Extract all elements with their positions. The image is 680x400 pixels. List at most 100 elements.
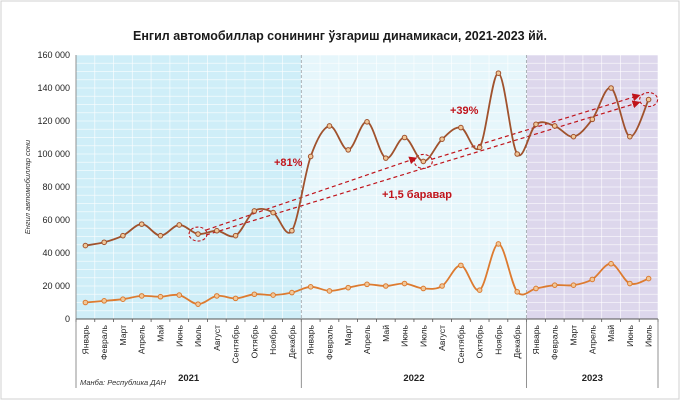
- y-tick-label: 160 000: [37, 50, 70, 60]
- data-point: [382, 155, 389, 161]
- data-point: [120, 296, 126, 303]
- x-tick-label: Январь: [531, 324, 541, 354]
- data-point: [214, 293, 220, 299]
- trend-arrow-81: [205, 156, 418, 231]
- year-label-2022: 2022: [403, 373, 424, 384]
- data-point: [439, 283, 445, 289]
- y-tick-label: 140 000: [37, 83, 70, 93]
- y-tick-label: 40 000: [42, 248, 70, 258]
- x-tick-label: Январь: [306, 324, 316, 354]
- data-point: [476, 144, 483, 151]
- data-point: [232, 232, 239, 239]
- data-point: [176, 222, 183, 228]
- data-point: [289, 227, 295, 234]
- y-tick-label: 120 000: [37, 116, 70, 126]
- data-point: [101, 239, 107, 246]
- data-point: [289, 289, 295, 296]
- trend-arrows: [188, 92, 659, 242]
- data-point: [138, 221, 145, 227]
- annotation-plus-39: +39%: [450, 105, 479, 117]
- x-tick-label: Декабрь: [287, 324, 297, 358]
- x-tick-label: Февраль: [324, 324, 334, 359]
- data-point: [627, 280, 633, 287]
- x-tick-label: Март: [343, 325, 353, 346]
- data-point: [270, 209, 276, 216]
- x-tick-label: Ноябрь: [493, 324, 503, 354]
- data-point: [401, 134, 408, 141]
- y-tick-label: 20 000: [42, 281, 70, 291]
- data-point: [514, 151, 520, 157]
- x-tick-label: Июнь: [625, 324, 635, 346]
- data-point: [382, 283, 389, 289]
- annotations: +81% +39% +1,5 баравар: [274, 105, 479, 201]
- data-point: [214, 227, 220, 234]
- y-tick-label: 80 000: [42, 182, 70, 192]
- data-point: [326, 288, 333, 294]
- highlight-circle: [188, 226, 208, 242]
- data-point: [533, 285, 539, 292]
- y-tick-label: 0: [65, 314, 70, 324]
- axes: 0 20 000 40 000 60 000 80 000 100 000 120 000 1…: [37, 50, 659, 388]
- source-note: Манба: Республика ДАН: [80, 378, 167, 387]
- annotation-1-5-times: +1,5 баравар: [382, 189, 452, 201]
- x-tick-label: Декабрь: [512, 324, 522, 358]
- data-point: [120, 232, 126, 239]
- data-point: [420, 285, 427, 292]
- x-tick-label: Сентябрь: [456, 324, 466, 363]
- data-point: [138, 293, 145, 299]
- data-point: [551, 282, 558, 288]
- y-axis-label: Енгил автомобиллар сони: [23, 139, 32, 234]
- data-point: [420, 158, 427, 165]
- x-tick-label: Апрель: [362, 324, 372, 354]
- data-point: [458, 124, 464, 131]
- annotation-plus-81: +81%: [274, 157, 303, 169]
- data-point: [608, 260, 614, 267]
- data-point: [82, 299, 89, 306]
- x-tick-label: Апрель: [137, 324, 147, 354]
- x-tick-label: Февраль: [99, 324, 109, 359]
- data-point: [326, 123, 333, 129]
- data-point: [251, 291, 258, 298]
- x-tick-label: Май: [381, 325, 391, 342]
- data-point: [364, 119, 370, 125]
- x-tick-label: Июль: [418, 324, 428, 346]
- data-point: [157, 232, 164, 239]
- series-group: [82, 70, 652, 307]
- data-point: [458, 262, 464, 269]
- year-label-2023: 2023: [582, 373, 603, 384]
- data-point: [82, 242, 89, 249]
- data-point: [364, 281, 370, 288]
- data-point: [495, 70, 502, 76]
- x-tick-label: Март: [569, 325, 579, 346]
- data-point: [645, 96, 652, 103]
- x-tick-label: Июнь: [174, 324, 184, 346]
- data-point: [570, 133, 577, 140]
- data-point: [157, 293, 164, 300]
- x-tick-label: Март: [118, 325, 128, 346]
- x-tick-label: Август: [212, 325, 222, 351]
- data-point: [307, 153, 314, 160]
- data-point: [439, 136, 445, 142]
- x-tick-label: Февраль: [550, 324, 560, 359]
- data-point: [345, 147, 352, 153]
- data-point: [645, 275, 652, 282]
- chart-title: Енгил автомобиллар сонининг ўзгариш дина…: [133, 29, 547, 43]
- x-tick-label: Сентябрь: [231, 324, 241, 363]
- data-point: [476, 287, 483, 293]
- data-point: [533, 121, 539, 128]
- y-tick-label: 60 000: [42, 215, 70, 225]
- data-point: [570, 282, 577, 288]
- data-point: [589, 276, 596, 283]
- x-tick-label: Апрель: [587, 324, 597, 354]
- highlight-circle: [413, 153, 433, 169]
- data-point: [589, 116, 596, 123]
- data-point: [345, 284, 352, 291]
- trend-arrow-1-5-times: [205, 100, 641, 236]
- data-point: [514, 288, 520, 295]
- data-point: [608, 85, 614, 91]
- x-tick-label: Август: [437, 325, 447, 351]
- data-point: [251, 208, 258, 214]
- data-point: [270, 292, 276, 298]
- data-point: [195, 301, 201, 307]
